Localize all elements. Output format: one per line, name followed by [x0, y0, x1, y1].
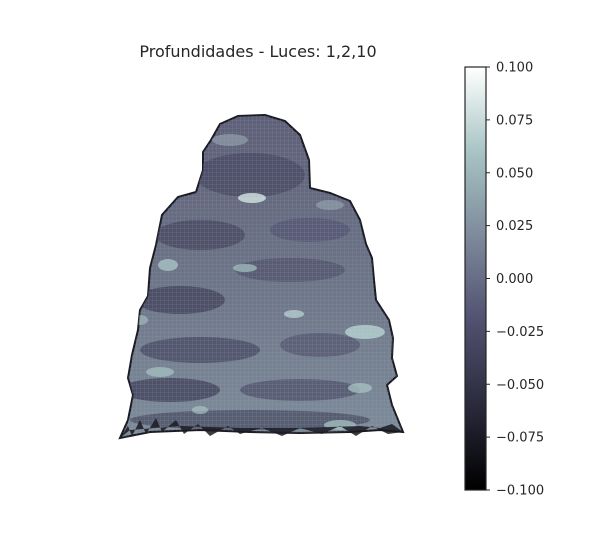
colorbar-ticks: 0.100 0.075 0.050 0.025 0.000 −0.025 −0.050 −0.…	[486, 61, 544, 499]
colorbar-tick-label: 0.100	[496, 61, 533, 76]
colorbar: 0.100 0.075 0.050 0.025 0.000 −0.025 −0.050 −0.…	[464, 61, 544, 499]
colorbar-tick-label: −0.050	[496, 378, 544, 393]
colorbar-tick-label: −0.075	[496, 431, 544, 446]
surface-plot	[118, 113, 405, 440]
colorbar-tick-label: 0.075	[496, 113, 533, 128]
surface-texture	[120, 115, 403, 438]
chart-title: Profundidades - Luces: 1,2,10	[139, 42, 376, 61]
colorbar-tick-label: 0.050	[496, 166, 533, 181]
colorbar-tick-label: −0.025	[496, 325, 544, 340]
colorbar-tick-label: 0.000	[496, 272, 533, 287]
surface-mesh	[120, 115, 403, 438]
colorbar-tick-label: 0.025	[496, 219, 533, 234]
colorbar-tick-label: −0.100	[496, 484, 544, 499]
surface-edge-spikes	[120, 418, 403, 438]
colorbar-gradient	[464, 66, 487, 491]
